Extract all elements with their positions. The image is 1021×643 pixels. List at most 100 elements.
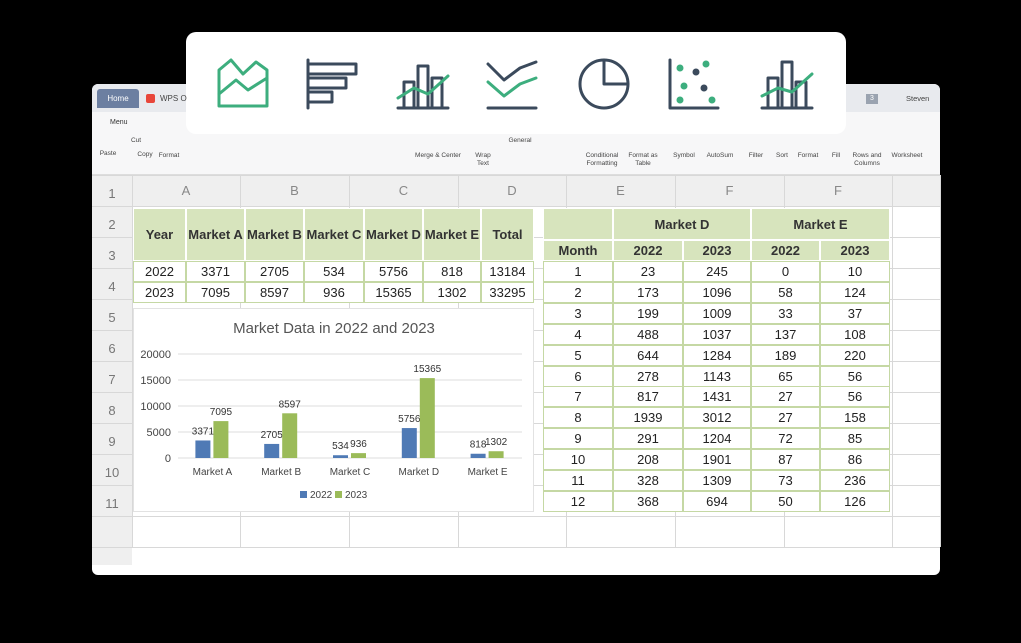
table-cell: 10 xyxy=(543,449,613,471)
legend-label: 2022 xyxy=(310,490,333,501)
table-header-cell: Market D xyxy=(364,208,423,261)
table-cell: 86 xyxy=(820,449,890,471)
ribbon-button[interactable]: Conditional Formatting xyxy=(585,152,619,167)
column-header: F xyxy=(834,183,842,198)
table-header-cell: Total xyxy=(481,208,534,261)
table-header-cell: 2023 xyxy=(820,240,890,261)
bar-chart-icon[interactable] xyxy=(306,58,358,110)
area-chart-icon[interactable] xyxy=(217,58,269,108)
table-cell: 817 xyxy=(613,386,683,408)
table-header-cell: Market E xyxy=(423,208,481,261)
ribbon-button[interactable]: Filter xyxy=(748,152,764,159)
y-tick-label: 10000 xyxy=(140,401,171,413)
row-header: 6 xyxy=(108,341,116,356)
table-cell: 5756 xyxy=(364,261,423,282)
row-header: 9 xyxy=(108,434,116,449)
group-header-cell: Market E xyxy=(751,208,890,240)
ribbon-button[interactable]: Fill xyxy=(831,152,841,159)
ribbon-button[interactable]: Paste xyxy=(99,150,117,157)
combo-chart-icon-2[interactable] xyxy=(760,60,814,110)
ribbon-button[interactable]: Format as Table xyxy=(628,152,658,167)
ribbon-button[interactable]: AutoSum xyxy=(706,152,734,159)
table-cell: 1431 xyxy=(683,386,751,408)
table-cell: 137 xyxy=(751,323,820,345)
bar xyxy=(419,378,435,458)
line-chart-icon[interactable] xyxy=(486,60,538,110)
ribbon-button[interactable]: Format xyxy=(797,152,819,159)
scatter-chart-icon[interactable] xyxy=(668,58,720,110)
table-header-blank xyxy=(543,208,613,240)
wps-icon xyxy=(146,94,155,103)
chart: Market Data in 2022 and 2023 0 5000 10000 15… xyxy=(140,320,522,501)
legend-swatch xyxy=(335,491,342,498)
column-header: C xyxy=(398,183,409,198)
table-cell: 15365 xyxy=(364,282,423,303)
pie-chart-icon[interactable] xyxy=(578,58,630,110)
table-cell: 291 xyxy=(613,428,683,450)
table-cell: 936 xyxy=(304,282,364,303)
grid-line xyxy=(92,206,940,207)
table-cell: 1284 xyxy=(683,344,751,366)
table-cell: 23 xyxy=(613,261,683,282)
data-label: 5756 xyxy=(398,414,421,425)
combo-chart-icon[interactable] xyxy=(396,64,450,110)
home-tab: Home xyxy=(97,89,139,108)
column-header: F xyxy=(725,183,734,198)
table-cell: 818 xyxy=(423,261,481,282)
table-cell: 644 xyxy=(613,344,683,366)
table-cell: 1009 xyxy=(683,302,751,324)
ribbon-button[interactable]: Merge & Center xyxy=(415,152,461,159)
table-cell: 189 xyxy=(751,344,820,366)
table-cell: 27 xyxy=(751,386,820,408)
bar xyxy=(282,413,298,458)
grid-line xyxy=(92,175,940,176)
data-label: 936 xyxy=(350,439,367,450)
table-cell: 37 xyxy=(820,302,890,324)
chart-title: Market Data in 2022 and 2023 xyxy=(233,320,435,337)
table-cell: 13184 xyxy=(481,261,534,282)
table-header-cell: Market B xyxy=(245,208,304,261)
menu-label: Menu xyxy=(110,119,128,126)
row-header: 1 xyxy=(108,186,116,201)
bar xyxy=(488,451,504,458)
table-cell: 1 xyxy=(543,261,613,282)
ribbon-button[interactable]: Worksheet xyxy=(891,152,923,159)
y-tick-label: 5000 xyxy=(147,427,171,439)
ribbon-button[interactable]: General xyxy=(508,137,532,144)
ribbon-button[interactable]: Format xyxy=(158,152,180,159)
ribbon-button[interactable]: Sort xyxy=(776,152,788,159)
y-tick-label: 0 xyxy=(165,453,171,465)
ribbon-button[interactable]: Symbol xyxy=(673,152,695,159)
data-label: 8597 xyxy=(279,399,302,410)
ribbon-button[interactable]: Copy xyxy=(137,151,153,158)
row-header-column xyxy=(92,175,132,565)
table-cell: 56 xyxy=(820,365,890,387)
data-label: 2705 xyxy=(261,430,284,441)
data-label: 1302 xyxy=(485,437,508,448)
table-cell: 245 xyxy=(683,261,751,282)
grid-line xyxy=(92,547,940,548)
table-cell: 2022 xyxy=(133,261,186,282)
x-tick-label: Market D xyxy=(399,467,440,478)
table-cell: 2 xyxy=(543,281,613,303)
ribbon-button[interactable]: Cut xyxy=(130,137,142,144)
table-cell: 12 xyxy=(543,490,613,512)
table-cell: 126 xyxy=(820,490,890,512)
table-cell: 220 xyxy=(820,344,890,366)
table-cell: 368 xyxy=(613,490,683,512)
table-cell: 9 xyxy=(543,428,613,450)
table-cell: 6 xyxy=(543,365,613,387)
ribbon-button[interactable]: Rows and Columns xyxy=(852,152,882,167)
row-header: 10 xyxy=(104,465,120,480)
ribbon-button[interactable]: Wrap Text xyxy=(475,152,491,167)
column-header: B xyxy=(290,183,299,198)
data-label: 534 xyxy=(332,441,349,452)
table-cell: 33295 xyxy=(481,282,534,303)
x-tick-label: Market E xyxy=(468,467,508,478)
x-tick-label: Market A xyxy=(193,467,233,478)
column-header: A xyxy=(181,183,191,198)
row-header: 8 xyxy=(108,403,116,418)
row-header: 7 xyxy=(108,372,116,387)
table-cell: 0 xyxy=(751,261,820,282)
